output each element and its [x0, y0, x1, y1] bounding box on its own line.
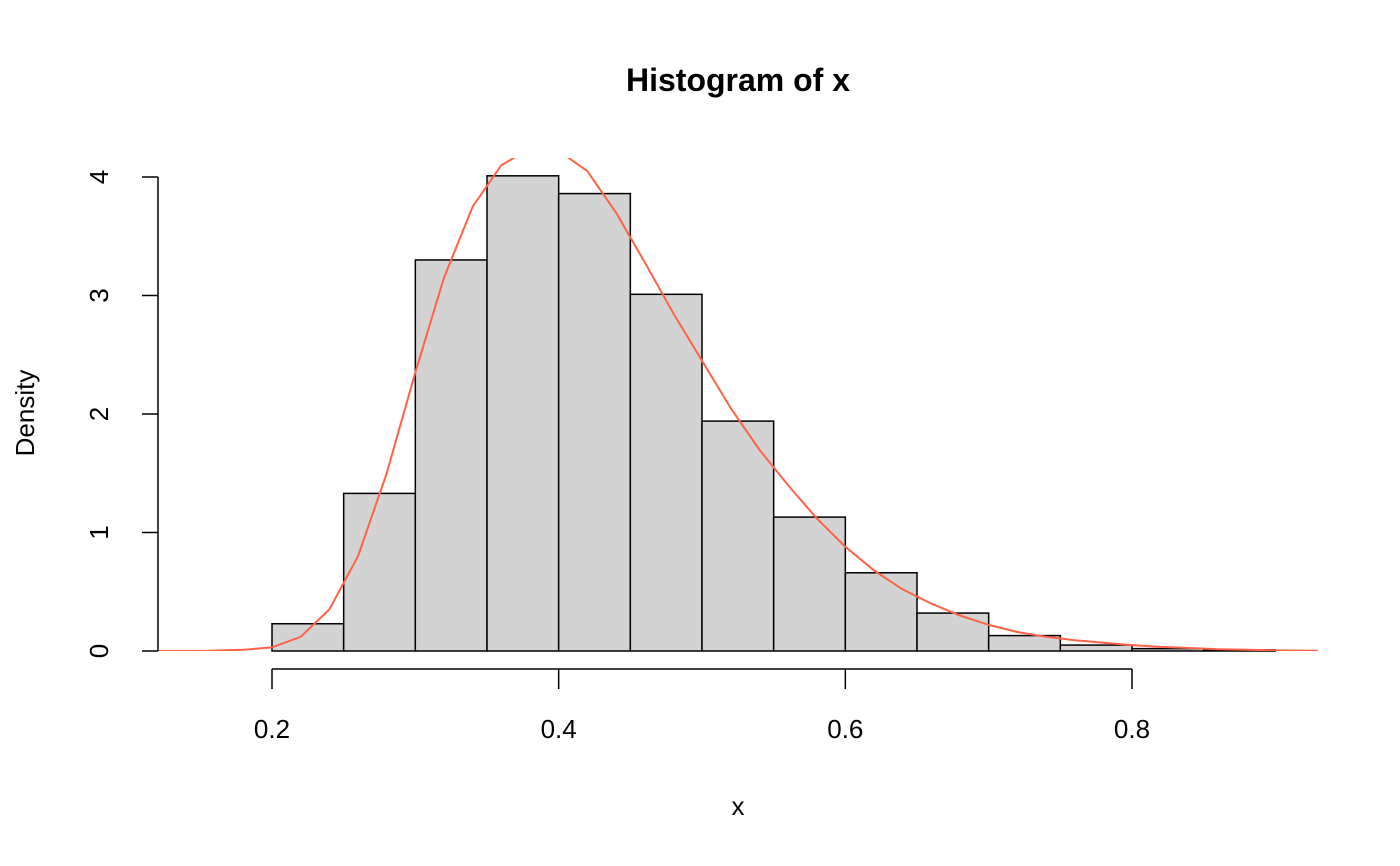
y-tick-label: 3: [84, 288, 114, 302]
histogram-bar: [772, 516, 847, 652]
bars-group: [271, 175, 1277, 652]
x-axis-label: x: [732, 791, 745, 821]
x-tick-label: 0.4: [541, 714, 577, 744]
x-tick-label: 0.2: [254, 714, 290, 744]
y-tick-label: 4: [84, 170, 114, 184]
histogram-bar: [342, 492, 417, 652]
histogram-bar: [844, 572, 918, 652]
density-curve: [158, 158, 1318, 651]
y-axis-label: Density: [10, 370, 40, 457]
chart-title: Histogram of x: [626, 62, 850, 98]
histogram-bar: [916, 612, 990, 652]
histogram-bar: [1059, 644, 1133, 652]
x-tick-label: 0.8: [1114, 714, 1150, 744]
y-axis: 0 1 2 3 4: [84, 170, 159, 658]
histogram-bar: [629, 293, 703, 652]
histogram-bar: [557, 192, 632, 652]
histogram-bar: [701, 420, 775, 652]
x-axis: 0.2 0.4 0.6 0.8: [254, 668, 1150, 744]
histogram-bar: [271, 622, 345, 652]
y-tick-label: 1: [84, 525, 114, 539]
y-tick-label: 0: [84, 644, 114, 658]
histogram-bar: [987, 634, 1062, 652]
y-tick-label: 2: [84, 407, 114, 421]
histogram-bar: [414, 259, 488, 652]
histogram-bar: [486, 175, 560, 652]
density-curve-group: [158, 158, 1318, 651]
x-tick-label: 0.6: [827, 714, 863, 744]
